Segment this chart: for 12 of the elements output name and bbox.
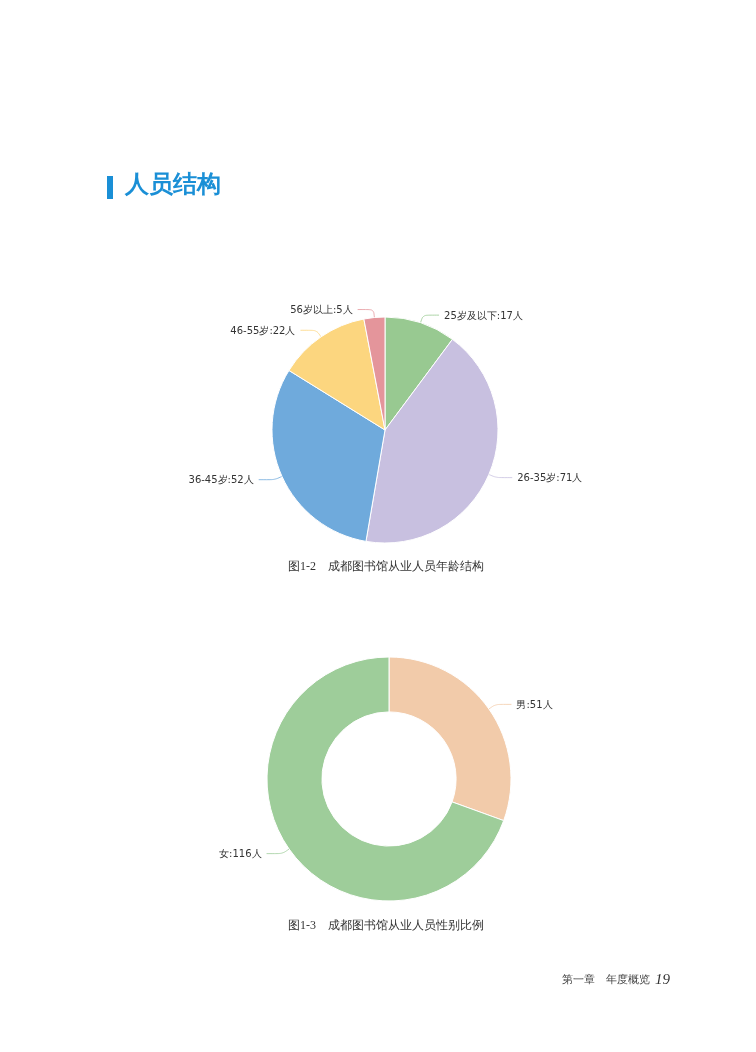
text: 19 [655, 970, 671, 987]
slice-label: 男:51人 [516, 698, 553, 710]
slice-label: 26-35岁:71人 [517, 472, 583, 484]
slice-label: 25岁及以下:17人 [444, 309, 523, 321]
slice-label: 46-55岁:22人 [230, 324, 296, 336]
text: 图1-2 成都图书馆从业人员年龄结构 [288, 559, 484, 573]
text: 第一章 年度概览 [562, 973, 650, 986]
text: 图1-3 成都图书馆从业人员性别比例 [288, 918, 484, 932]
slice-label: 56岁以上:5人 [290, 304, 353, 316]
text: 人员结构 [124, 170, 221, 198]
slice-label: 女:116人 [219, 848, 262, 860]
slice-label: 36-45岁:52人 [188, 474, 254, 486]
